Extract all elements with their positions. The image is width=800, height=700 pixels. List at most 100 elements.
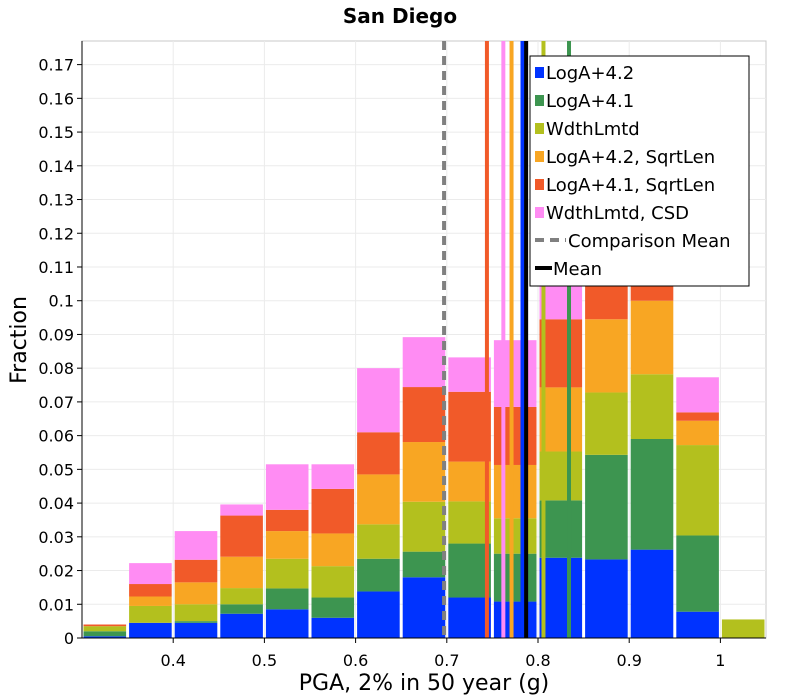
bar-segment: [448, 357, 491, 392]
x-tick-label: 0.6: [343, 651, 368, 670]
bar-segment: [676, 535, 719, 612]
y-tick-label: 0.02: [38, 562, 74, 581]
x-tick-label: 0.7: [434, 651, 459, 670]
bar-segment: [129, 584, 172, 597]
legend-box: [529, 55, 750, 287]
bar-segment: [220, 556, 263, 589]
bar-segment: [129, 622, 172, 638]
bar-segment: [676, 445, 719, 536]
chart-title: San Diego: [343, 4, 457, 28]
bar-segment: [220, 515, 263, 557]
y-tick-label: 0.14: [38, 157, 74, 176]
bar-segment: [493, 601, 537, 638]
legend-label: LogA+4.2: [546, 63, 634, 84]
bar-segment: [448, 461, 491, 502]
legend-label: WdthLmtd: [546, 119, 640, 140]
bar-segment: [311, 464, 355, 489]
y-axis: 0 0.01 0.02 0.03 0.04 0.05 0.06 0.07 0.08 0.09 0.1…: [38, 41, 83, 648]
bar-segment: [493, 464, 537, 519]
bar-segment: [83, 636, 127, 638]
legend-label: Mean: [553, 259, 602, 280]
bar-segment: [83, 631, 127, 637]
y-tick-label: 0.05: [38, 460, 74, 479]
x-tick-label: 1: [715, 651, 725, 670]
bar-segment: [174, 531, 218, 560]
bar-segment: [357, 591, 400, 638]
y-tick-label: 0.16: [38, 89, 74, 108]
x-axis-title: PGA, 2% in 50 year (g): [299, 671, 550, 696]
bar-segment: [402, 337, 446, 388]
bar-segment: [585, 319, 628, 393]
bar-segment: [630, 374, 674, 439]
bar-segment: [676, 611, 719, 638]
bar-segment: [311, 488, 355, 534]
y-tick-label: 0.12: [38, 224, 74, 243]
bar-segment: [448, 597, 491, 638]
y-axis-title: Fraction: [7, 296, 32, 384]
bar-segment: [265, 531, 309, 559]
bar-segment: [129, 596, 172, 606]
bar-segment: [402, 501, 446, 552]
legend-swatch: [535, 67, 544, 78]
bar-segment: [220, 504, 263, 516]
bar-segment: [630, 300, 674, 375]
bar-segment: [493, 553, 537, 602]
legend-label: Comparison Mean: [568, 231, 731, 252]
bar-segment: [357, 558, 400, 592]
bar-segment: [402, 442, 446, 502]
bar-segment: [493, 340, 537, 407]
bar-segment: [311, 597, 355, 618]
bar-segment: [265, 609, 309, 638]
legend-swatch: [535, 95, 544, 106]
bar-segment: [493, 518, 537, 554]
x-tick-label: 0.5: [252, 651, 277, 670]
y-tick-label: 0.09: [38, 325, 74, 344]
bar-segment: [630, 549, 674, 638]
bar-segment: [357, 368, 400, 433]
y-tick-label: 0.17: [38, 56, 74, 75]
bar-segment: [174, 622, 218, 638]
bar-segment: [676, 420, 719, 446]
bar-segment: [311, 533, 355, 567]
y-tick-label: 0.06: [38, 427, 74, 446]
bar-segment: [129, 563, 172, 585]
bar-segment: [311, 566, 355, 598]
legend-label: WdthLmtd, CSD: [546, 203, 689, 224]
y-tick-label: 0.01: [38, 595, 74, 614]
bar-segment: [585, 392, 628, 455]
bar-segment: [539, 451, 583, 501]
bar-segment: [448, 501, 491, 544]
legend-swatch: [535, 123, 544, 134]
bar-segment: [539, 319, 583, 388]
bar-segment: [721, 619, 765, 638]
bar-segment: [630, 439, 674, 550]
bar-segment: [539, 557, 583, 638]
bar-segment: [220, 613, 263, 638]
bar-segment: [174, 559, 218, 583]
bar-segment: [83, 624, 127, 627]
bar-segment: [265, 509, 309, 532]
bar-segment: [448, 391, 491, 462]
bar-segment: [129, 605, 172, 623]
x-tick-label: 0.8: [525, 651, 550, 670]
y-tick-label: 0.07: [38, 393, 74, 412]
bar-segment: [539, 387, 583, 452]
y-tick-label: 0.08: [38, 359, 74, 378]
bar-segment: [676, 412, 719, 421]
bar-segment: [220, 588, 263, 605]
bar-segment: [357, 524, 400, 559]
bar-segment: [402, 551, 446, 578]
bar-segment: [265, 464, 309, 510]
bar-segment: [311, 617, 355, 638]
bar-segment: [539, 500, 583, 558]
y-tick-label: 0: [64, 629, 74, 648]
y-tick-label: 0.03: [38, 528, 74, 547]
y-tick-label: 0.15: [38, 123, 74, 142]
x-axis: 0.4 0.5 0.6 0.7 0.8 0.9 1: [82, 637, 766, 670]
bar-segment: [585, 559, 628, 638]
legend-swatch: [535, 151, 544, 162]
legend-swatch: [535, 179, 544, 190]
legend-label: LogA+4.1, SqrtLen: [546, 175, 715, 196]
y-tick-label: 0.04: [38, 494, 74, 513]
